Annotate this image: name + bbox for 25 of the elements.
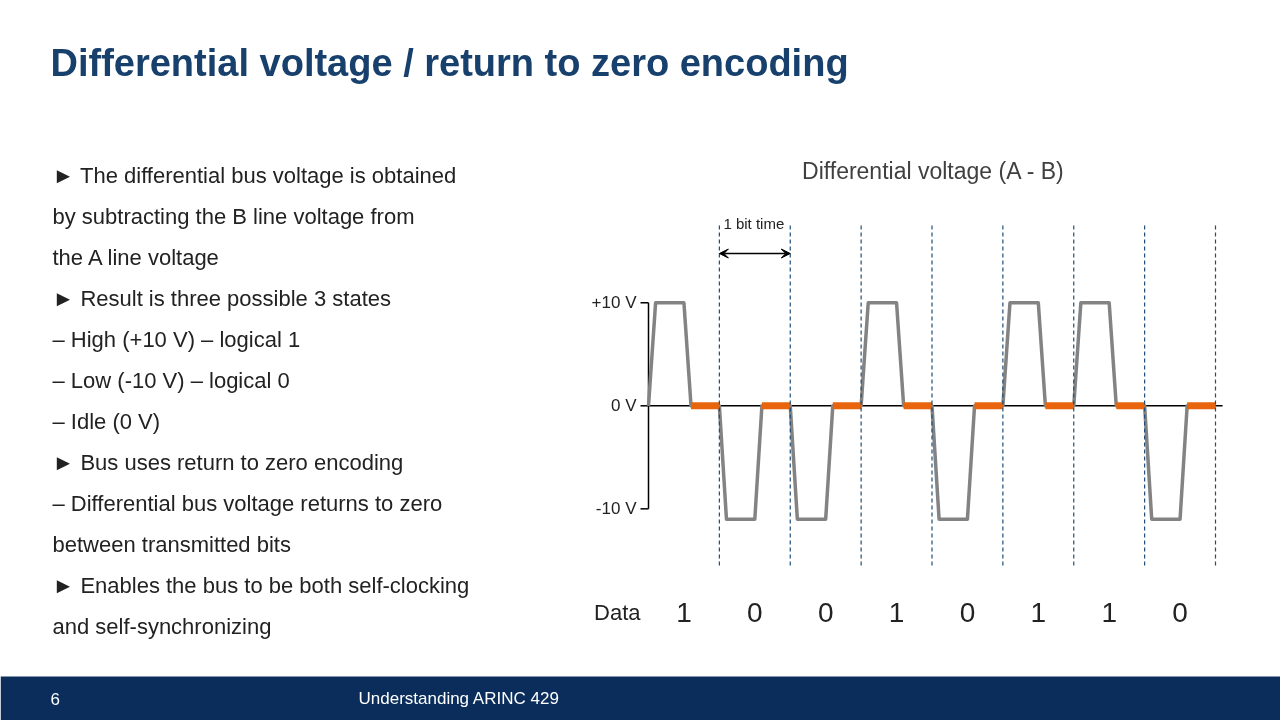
chart-title: Differential voltage / return to zero encoding [50,41,849,84]
text: ► Bus uses return to zero encoding [52,450,404,475]
text: – Differential bus voltage returns to zero between transmitted bits [52,491,443,557]
x-axis-title: Data [594,600,642,625]
text: 0 [817,597,834,628]
chart-subtitle: Differential voltage (A - B) [802,157,1064,184]
text: ► Enables the bus to be both self-clocking and self-synchronizing [52,573,470,639]
text: 1 [676,597,692,628]
text: 1 [1030,597,1047,628]
text: – Idle (0 V) [52,409,161,434]
annotation: 1 bit time [723,215,785,232]
text: 1 [888,597,905,628]
text: 0 [959,597,976,628]
y-tick-label: +10 V [591,293,638,313]
y-tick-label: 0 V [610,396,638,416]
text: 0 [747,597,763,628]
text: ► Result is three possible 3 states [52,286,391,311]
y-tick-label: -10 V [595,499,638,519]
text: – Low (-10 V) – logical 0 [52,368,290,393]
text: 6 [50,689,60,709]
text: ► The differential bus voltage is obtained by subtracting the B line voltage from the A line voltage [52,163,457,270]
text: – High (+10 V) – logical 1 [52,327,301,352]
text: 0 [1172,597,1188,628]
text: Understanding ARINC 429 [358,689,559,708]
text: 1 [1101,597,1117,628]
